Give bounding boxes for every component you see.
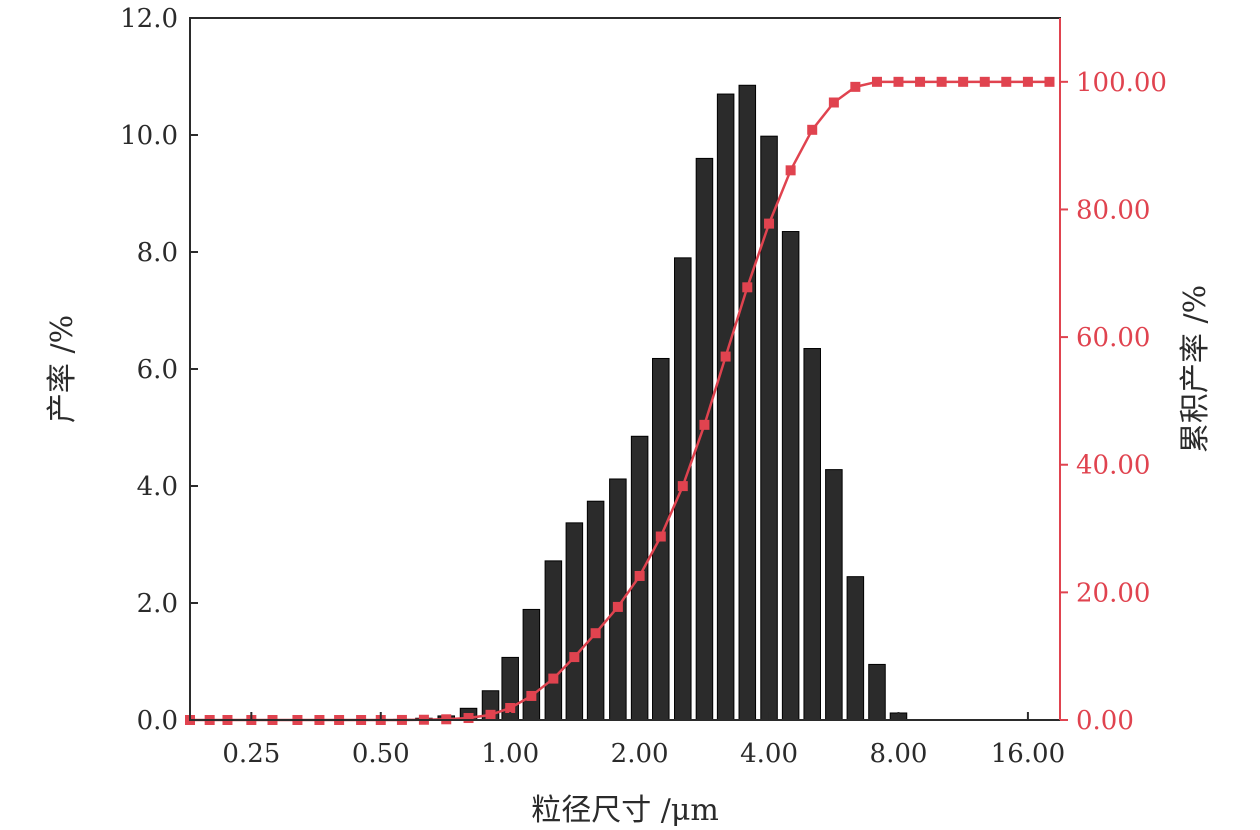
bar: [803, 348, 821, 721]
x-axis-title: 粒径尺寸 /μm: [531, 793, 719, 828]
cumulative-point: [807, 124, 818, 135]
bar: [544, 560, 563, 721]
y-right-tick-label: 0.00: [1076, 706, 1134, 736]
y-left-tick-label: 6.0: [137, 355, 178, 385]
y-left-tick-label: 0.0: [137, 706, 178, 736]
y-left-tick-label: 4.0: [137, 472, 178, 502]
bar: [868, 663, 886, 721]
cumulative-point: [463, 713, 474, 724]
cumulative-point: [634, 570, 645, 581]
y-left-tick-label: 12.0: [120, 4, 178, 34]
bar-series: [393, 84, 908, 721]
cumulative-point: [526, 690, 537, 701]
y-left-tick-label: 8.0: [137, 238, 178, 268]
y-right-tick-label: 100.00: [1076, 68, 1167, 98]
cumulative-point: [828, 97, 839, 108]
bar: [565, 522, 584, 721]
x-tick-label: 0.25: [222, 739, 280, 769]
y-right-tick-label: 80.00: [1076, 195, 1150, 225]
cumulative-point: [612, 601, 623, 612]
cumulative-point: [915, 76, 926, 87]
bar: [586, 500, 605, 721]
cumulative-point: [590, 628, 601, 639]
bar: [522, 608, 541, 721]
cumulative-point: [850, 81, 861, 92]
cumulative-point: [720, 351, 731, 362]
bar: [846, 576, 865, 721]
bar: [716, 93, 735, 721]
bar: [781, 231, 800, 721]
cumulative-point: [1022, 76, 1033, 87]
cumulative-point: [569, 652, 580, 663]
cumulative-point: [742, 282, 753, 293]
bar: [738, 84, 757, 721]
x-tick-label: 4.00: [740, 739, 798, 769]
y-right-tick-label: 40.00: [1076, 451, 1150, 481]
x-tick-label: 2.00: [611, 739, 669, 769]
cumulative-point: [958, 76, 969, 87]
cumulative-point: [936, 76, 947, 87]
cumulative-point: [655, 531, 666, 542]
y-axis-title-right: 累积产率 /%: [1178, 285, 1213, 453]
axis-ticks: [190, 17, 1068, 721]
cumulative-point: [871, 76, 882, 87]
cumulative-point: [979, 76, 990, 87]
x-tick-label: 0.50: [352, 739, 410, 769]
cumulative-point: [699, 419, 710, 430]
cumulative-point: [1044, 76, 1055, 87]
cumulative-point: [548, 673, 559, 684]
cumulative-point: [893, 76, 904, 87]
x-tick-label: 16.00: [991, 739, 1065, 769]
cumulative-point: [1001, 76, 1012, 87]
cumulative-point: [485, 709, 496, 720]
cumulative-point: [785, 165, 796, 176]
tick-labels: 0.25 0.50 1.00 2.00 4.00 8.00 16.00 0.0 2.0 4.0 6.…: [120, 4, 1167, 769]
x-tick-label: 1.00: [481, 739, 539, 769]
bar: [825, 469, 843, 721]
y-axis-title-left: 产率 /%: [45, 315, 80, 423]
cumulative-point: [764, 218, 775, 229]
y-right-tick-label: 20.00: [1076, 578, 1150, 608]
cumulative-point: [505, 703, 516, 713]
x-tick-label: 8.00: [870, 739, 928, 769]
cumulative-point: [677, 481, 688, 492]
y-left-tick-label: 10.0: [120, 121, 178, 151]
y-right-tick-label: 60.00: [1076, 323, 1150, 353]
y-left-tick-label: 2.0: [137, 589, 178, 619]
